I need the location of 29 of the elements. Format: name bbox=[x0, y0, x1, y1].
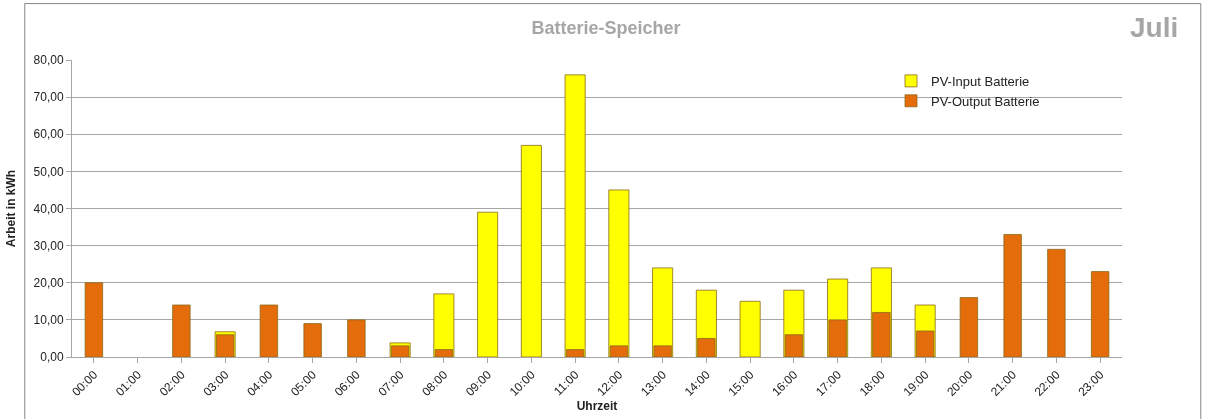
y-tick-label: 0,00 bbox=[40, 350, 64, 365]
y-tick-label: 30,00 bbox=[33, 238, 64, 253]
bar bbox=[608, 189, 630, 357]
bar bbox=[520, 144, 542, 357]
bar bbox=[347, 319, 366, 357]
y-tick-label: 20,00 bbox=[33, 275, 64, 290]
y-tick-label: 60,00 bbox=[33, 127, 64, 142]
bar bbox=[172, 304, 191, 357]
x-axis-title: Uhrzeit bbox=[576, 399, 618, 413]
y-axis-title: Arbeit in kWh bbox=[3, 169, 18, 248]
text: Juli bbox=[1130, 12, 1179, 43]
bar bbox=[1047, 248, 1066, 357]
legend-label: PV-Output Batterie bbox=[931, 93, 1040, 109]
bar bbox=[959, 297, 979, 357]
bar bbox=[84, 282, 104, 357]
y-tick-label: 70,00 bbox=[33, 90, 64, 105]
bar bbox=[259, 304, 279, 357]
y-tick-label: 40,00 bbox=[33, 201, 64, 216]
bar bbox=[1003, 234, 1022, 357]
y-tick-label: 10,00 bbox=[33, 313, 64, 328]
bar bbox=[739, 300, 761, 357]
bar bbox=[1090, 271, 1110, 357]
legend-label: PV-Input Batterie bbox=[931, 73, 1030, 89]
chart-title: Batterie-Speicher bbox=[531, 17, 681, 38]
bar bbox=[477, 211, 499, 357]
y-tick-label: 80,00 bbox=[33, 53, 64, 68]
y-tick-label: 50,00 bbox=[33, 164, 64, 179]
bar bbox=[564, 74, 586, 357]
bar bbox=[303, 323, 322, 357]
